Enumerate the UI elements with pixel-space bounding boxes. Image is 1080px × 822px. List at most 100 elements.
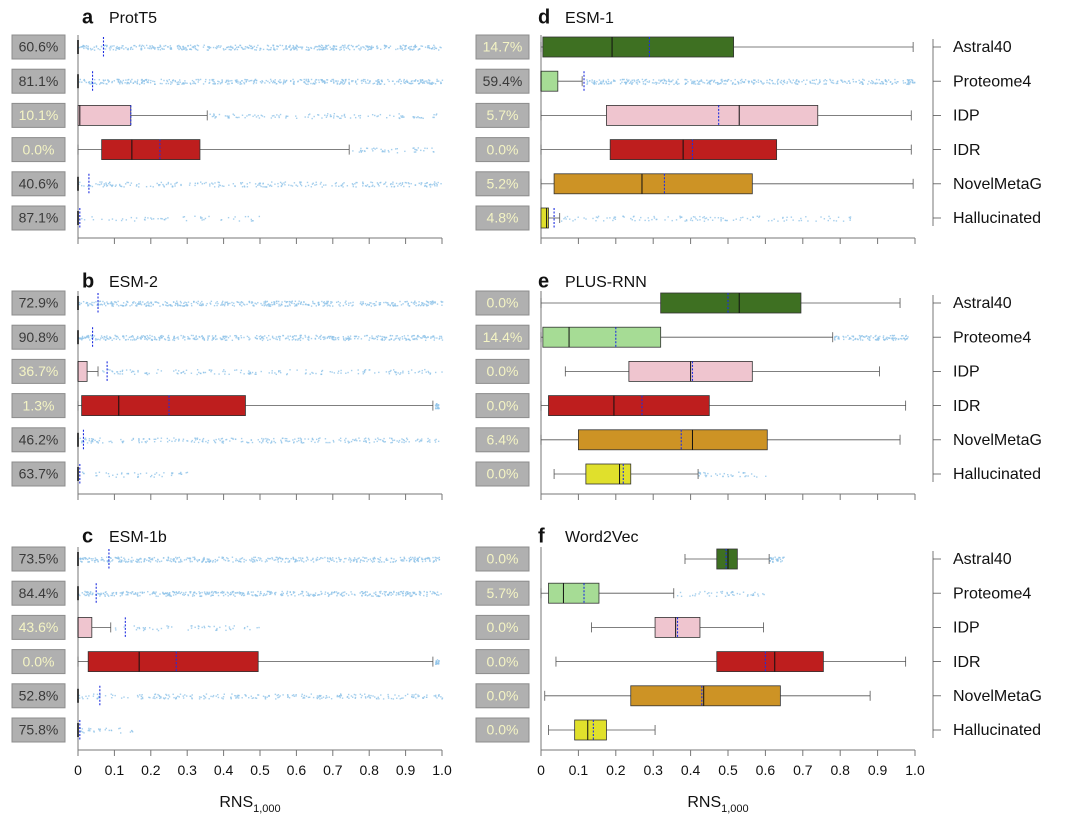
percent-badge: [475, 171, 530, 197]
percent-badge: [475, 358, 530, 384]
iqr-box: [716, 651, 824, 672]
x-tick-label: 1.0: [432, 762, 452, 778]
percent-badge: [11, 649, 66, 675]
x-tick-label: 0.7: [323, 762, 343, 778]
x-axis-title-main: RNS: [219, 794, 253, 811]
percent-badge-label: 0.0%: [487, 688, 519, 704]
percent-badge-label: 59.4%: [483, 73, 523, 89]
percent-badge: [11, 358, 66, 384]
x-axis-title-sub: 1,000: [721, 803, 749, 815]
category-label: NovelMetaG: [953, 688, 1042, 705]
percent-badge-label: 4.8%: [487, 210, 519, 226]
iqr-box: [542, 36, 735, 58]
category-label: IDP: [953, 108, 980, 125]
iqr-box: [585, 463, 632, 485]
box-row-idr: 0.0%: [475, 649, 907, 675]
outlier-scatter: [352, 147, 435, 154]
iqr-box: [540, 207, 549, 229]
outlier-scatter: [560, 215, 852, 222]
category-label: IDR: [953, 654, 981, 671]
panel-d: d ESM-1 14.7% 59.4% 5.7% 0.0% 5.2% 4.8% Astral40…: [475, 6, 1042, 244]
panel-a: a ProtT5 60.6% 81.1% 10.1% 0.0% 40.6% 87.1%: [11, 6, 444, 244]
outlier-scatter: [676, 590, 765, 598]
percent-badge-label: 75.8%: [19, 722, 59, 738]
iqr-box: [77, 105, 132, 126]
category-label: IDP: [953, 620, 980, 637]
box-row-novelmetag: 6.4%: [475, 427, 901, 453]
percent-badge: [475, 717, 530, 743]
percent-badge-label: 84.4%: [19, 585, 59, 601]
x-axis-labels-left: 0 0.1 0.2 0.3 0.4 0.5 0.6 0.7 0.8 0.9 1.0 RNS1,000: [74, 762, 452, 815]
percent-badge-label: 6.4%: [487, 432, 519, 448]
percent-badge: [475, 290, 530, 316]
percent-badge-label: 5.7%: [487, 107, 519, 123]
box-row-idp: 10.1%: [11, 102, 438, 128]
category-label: Proteome4: [953, 585, 1031, 602]
outlier-scatter: [698, 471, 767, 478]
x-tick-label: 0: [537, 762, 545, 778]
percent-badge: [11, 580, 66, 606]
percent-badge-label: 0.0%: [23, 141, 55, 157]
category-label: Astral40: [953, 295, 1012, 312]
percent-badge-label: 90.8%: [19, 329, 59, 345]
percent-badge-label: 0.0%: [487, 141, 519, 157]
percent-badge-label: 1.3%: [23, 397, 55, 413]
box-row-hallucinated: 0.0%: [475, 717, 656, 743]
x-tick-label: 0.8: [359, 762, 379, 778]
percent-badge: [475, 461, 530, 487]
percent-badge-label: 73.5%: [19, 551, 59, 567]
x-tick-label: 0.1: [569, 762, 589, 778]
outlier-scatter: [114, 625, 260, 632]
x-axis-title: RNS1,000: [219, 794, 280, 815]
category-label: IDP: [953, 364, 980, 381]
iqr-box: [606, 105, 819, 126]
percent-badge-label: 14.4%: [483, 329, 523, 345]
percent-badge: [11, 68, 66, 94]
x-tick-label: 0.8: [830, 762, 850, 778]
category-label: NovelMetaG: [953, 432, 1042, 449]
outlier-scatter: [209, 112, 438, 120]
x-tick-label: 0.3: [643, 762, 663, 778]
iqr-box: [716, 548, 738, 570]
panel-title: ProtT5: [109, 10, 157, 27]
x-tick-label: 0.4: [681, 762, 701, 778]
box-row-idr: 0.0%: [11, 649, 440, 675]
x-axis-title: RNS1,000: [687, 794, 748, 815]
iqr-box: [542, 326, 662, 348]
percent-badge-label: 40.6%: [19, 176, 59, 192]
percent-badge-label: 0.0%: [487, 295, 519, 311]
outlier-scatter: [79, 727, 134, 734]
percent-badge-label: 0.0%: [487, 551, 519, 567]
outlier-scatter: [79, 556, 441, 563]
x-tick-label: 0.6: [756, 762, 776, 778]
x-axis-labels-right: 0 0.1 0.2 0.3 0.4 0.5 0.6 0.7 0.8 0.9 1.0 RNS1,000: [537, 762, 925, 815]
iqr-box: [87, 651, 259, 672]
iqr-box: [101, 139, 201, 161]
box-row-astral40: 0.0%: [475, 290, 901, 316]
panel-letter: d: [538, 6, 550, 28]
panel-letter: b: [82, 270, 94, 292]
percent-badge-label: 72.9%: [19, 295, 59, 311]
panel-title: ESM-1: [565, 10, 614, 27]
percent-badge-label: 87.1%: [19, 210, 59, 226]
iqr-box: [578, 429, 768, 451]
panel-title: PLUS-RNN: [565, 274, 647, 291]
category-label: NovelMetaG: [953, 176, 1042, 193]
percent-badge: [11, 461, 66, 487]
x-tick-label: 0.9: [396, 762, 416, 778]
outlier-scatter: [81, 215, 261, 222]
box-row-idp: 0.0%: [475, 614, 764, 640]
box-row-hallucinated: 87.1%: [11, 205, 261, 231]
percent-badge-label: 0.0%: [487, 363, 519, 379]
panel-letter: a: [82, 6, 94, 28]
category-legend: Astral40 Proteome4 IDP IDR NovelMetaG Halluci…: [932, 551, 1042, 739]
box-row-idr: 1.3%: [11, 393, 440, 419]
category-label: Astral40: [953, 39, 1012, 56]
percent-badge: [11, 324, 66, 350]
box-row-novelmetag: 52.8%: [11, 683, 444, 709]
outlier-scatter: [586, 78, 916, 86]
percent-badge: [11, 614, 66, 640]
x-tick-label: 0: [74, 762, 82, 778]
percent-badge: [475, 324, 530, 350]
percent-badge-label: 0.0%: [487, 397, 519, 413]
